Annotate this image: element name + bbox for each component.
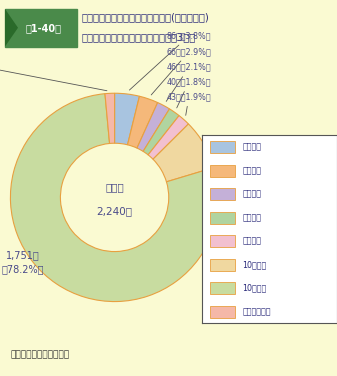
Text: 第1-40図: 第1-40図 (26, 23, 62, 33)
Wedge shape (10, 94, 219, 302)
Wedge shape (105, 93, 115, 144)
Text: 86件（3.8%）: 86件（3.8%） (129, 32, 211, 90)
Text: ３年未満: ３年未満 (243, 190, 262, 199)
Text: 2,240件: 2,240件 (97, 206, 132, 216)
Text: 40件（1.8%）: 40件（1.8%） (167, 77, 211, 108)
Text: 合　計: 合 計 (105, 182, 124, 192)
Bar (210, 282, 235, 294)
Wedge shape (115, 93, 140, 145)
FancyBboxPatch shape (5, 9, 77, 47)
Bar (210, 141, 235, 153)
Wedge shape (137, 103, 170, 152)
Text: 66件（2.9%）: 66件（2.9%） (151, 47, 211, 95)
Text: 175件
（7.8%）: 175件 （7.8%） (217, 147, 247, 168)
Wedge shape (127, 96, 158, 148)
Wedge shape (143, 109, 179, 155)
Text: の免許取得後経過年数別内訳（令和3年）: の免許取得後経過年数別内訳（令和3年） (82, 32, 196, 42)
Text: ５年未満: ５年未満 (243, 237, 262, 246)
Wedge shape (153, 124, 214, 182)
Text: 10年未満: 10年未満 (243, 260, 267, 269)
Bar (210, 235, 235, 247)
Bar (210, 212, 235, 224)
Text: ４年未満: ４年未満 (243, 213, 262, 222)
Bar (210, 306, 235, 318)
Text: 1,751件
（78.2%）: 1,751件 （78.2%） (2, 250, 44, 274)
Text: 46件（2.1%）: 46件（2.1%） (166, 63, 211, 102)
Wedge shape (148, 115, 188, 159)
Bar (210, 259, 235, 271)
Text: 自動車等による死亡事故発生件数(第１当事者): 自動車等による死亡事故発生件数(第１当事者) (82, 12, 210, 22)
Text: 43件（1.9%）: 43件（1.9%） (167, 92, 211, 115)
Text: ２年未満: ２年未満 (243, 166, 262, 175)
Text: 33件（1.5%）: 33件（1.5%） (0, 52, 107, 91)
Polygon shape (5, 9, 18, 47)
Text: １年未満: １年未満 (243, 143, 262, 152)
Text: 注　警察庁資料による。: 注 警察庁資料による。 (10, 351, 69, 360)
Bar (210, 188, 235, 200)
Text: 10年以上: 10年以上 (243, 284, 267, 293)
Bar (210, 165, 235, 177)
Text: 無免許・不明: 無免許・不明 (243, 307, 271, 316)
